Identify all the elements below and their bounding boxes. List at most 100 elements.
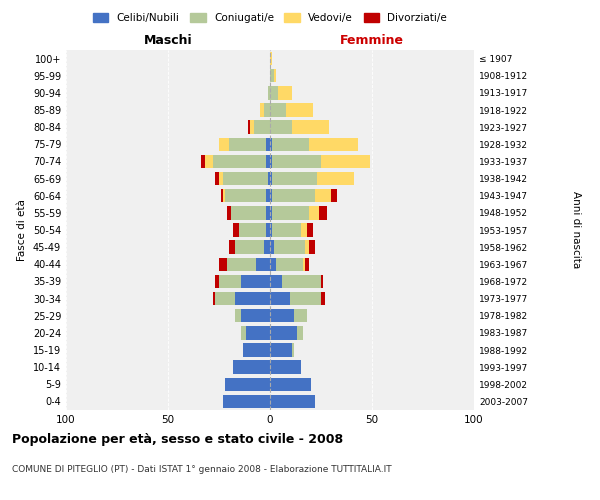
Bar (270, 292, 290, 306)
Bar (301, 224, 307, 236)
Bar (272, 154, 321, 168)
Bar (292, 344, 295, 356)
Text: Maschi: Maschi (143, 34, 193, 48)
Bar (296, 326, 302, 340)
Bar (264, 240, 270, 254)
Bar (227, 206, 231, 220)
Bar (278, 86, 292, 100)
Bar (270, 52, 272, 66)
Bar (292, 120, 329, 134)
Bar (225, 189, 266, 202)
Bar (231, 206, 266, 220)
Y-axis label: Anni di nascita: Anni di nascita (571, 192, 581, 268)
Bar (270, 154, 272, 168)
Bar (305, 258, 309, 271)
Bar (270, 138, 272, 151)
Bar (213, 154, 266, 168)
Bar (321, 292, 325, 306)
Bar (302, 258, 305, 271)
Bar (221, 189, 223, 202)
Bar (270, 120, 292, 134)
Bar (305, 240, 309, 254)
Text: Popolazione per età, sesso e stato civile - 2008: Popolazione per età, sesso e stato civil… (12, 432, 343, 446)
Bar (205, 154, 213, 168)
Bar (266, 206, 270, 220)
Bar (272, 172, 317, 186)
Bar (307, 224, 313, 236)
Bar (241, 274, 270, 288)
Bar (270, 240, 274, 254)
Bar (233, 360, 270, 374)
Bar (229, 240, 235, 254)
Bar (270, 189, 272, 202)
Bar (270, 326, 296, 340)
Bar (223, 394, 270, 408)
Bar (319, 206, 327, 220)
Bar (235, 309, 241, 322)
Bar (295, 309, 307, 322)
Text: COMUNE DI PITEGLIO (PT) - Dati ISTAT 1° gennaio 2008 - Elaborazione TUTTITALIA.I: COMUNE DI PITEGLIO (PT) - Dati ISTAT 1° … (12, 466, 392, 474)
Bar (235, 292, 270, 306)
Y-axis label: Fasce di età: Fasce di età (17, 199, 27, 261)
Bar (248, 120, 250, 134)
Bar (270, 69, 274, 82)
Bar (272, 224, 301, 236)
Bar (321, 274, 323, 288)
Bar (270, 309, 295, 322)
Bar (241, 309, 270, 322)
Bar (286, 104, 313, 117)
Bar (219, 274, 241, 288)
Bar (331, 189, 337, 202)
Bar (270, 206, 272, 220)
Bar (227, 258, 256, 271)
Bar (309, 240, 315, 254)
Bar (274, 240, 305, 254)
Bar (239, 224, 266, 236)
Bar (223, 189, 225, 202)
Bar (270, 394, 315, 408)
Bar (317, 172, 353, 186)
Bar (213, 292, 215, 306)
Bar (245, 326, 270, 340)
Bar (268, 86, 270, 100)
Bar (266, 138, 270, 151)
Bar (241, 326, 245, 340)
Bar (272, 138, 309, 151)
Bar (215, 172, 219, 186)
Bar (254, 120, 270, 134)
Bar (282, 274, 321, 288)
Bar (270, 86, 278, 100)
Bar (219, 172, 223, 186)
Bar (256, 258, 270, 271)
Bar (270, 258, 276, 271)
Text: Femmine: Femmine (340, 34, 404, 48)
Bar (276, 258, 302, 271)
Bar (215, 274, 219, 288)
Bar (309, 206, 319, 220)
Bar (272, 189, 315, 202)
Bar (309, 138, 358, 151)
Bar (200, 154, 205, 168)
Bar (219, 138, 229, 151)
Bar (321, 154, 370, 168)
Bar (229, 138, 266, 151)
Bar (274, 69, 276, 82)
Bar (266, 189, 270, 202)
Bar (250, 120, 254, 134)
Bar (270, 172, 272, 186)
Bar (270, 274, 282, 288)
Bar (244, 344, 270, 356)
Bar (290, 292, 321, 306)
Bar (235, 240, 264, 254)
Bar (315, 189, 331, 202)
Bar (225, 378, 270, 391)
Bar (223, 172, 268, 186)
Bar (270, 360, 301, 374)
Bar (219, 258, 227, 271)
Bar (272, 206, 309, 220)
Bar (268, 172, 270, 186)
Bar (270, 224, 272, 236)
Bar (215, 292, 235, 306)
Bar (266, 224, 270, 236)
Bar (270, 344, 292, 356)
